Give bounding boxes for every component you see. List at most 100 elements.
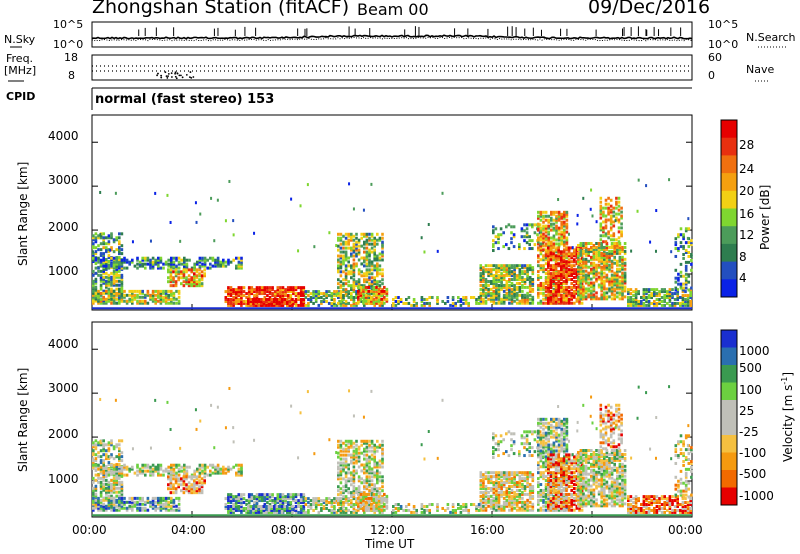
power-cell — [362, 301, 365, 305]
velocity-cell — [523, 479, 527, 483]
power-cell — [92, 242, 95, 246]
power-cell — [547, 291, 550, 295]
power-cell — [557, 291, 561, 295]
power-cell — [526, 291, 529, 295]
velocity-cell — [112, 490, 116, 494]
power-cell — [99, 254, 103, 258]
power-cell — [201, 264, 204, 268]
velocity-cell — [381, 465, 384, 469]
power-cell — [270, 299, 273, 303]
velocity-cell — [549, 461, 553, 465]
power-cell — [531, 225, 534, 229]
power-cell — [542, 210, 545, 214]
power-cell — [372, 299, 376, 303]
power-cell — [107, 287, 111, 291]
velocity-cell — [330, 499, 334, 503]
velocity-cell — [547, 479, 550, 483]
velocity-cell — [489, 500, 493, 504]
power-cell — [365, 270, 369, 274]
velocity-cell — [240, 510, 243, 514]
power-cell — [352, 296, 356, 300]
velocity-cell — [170, 506, 173, 510]
power-cell — [560, 262, 563, 266]
velocity-cell — [342, 477, 345, 481]
power-cell — [362, 295, 365, 299]
power-cell — [552, 264, 555, 268]
power-cell — [368, 264, 371, 268]
velocity-cell — [167, 475, 170, 479]
power-cell — [513, 299, 516, 303]
power-cell — [523, 266, 527, 270]
velocity-cell — [537, 447, 540, 451]
power-cell — [528, 264, 532, 268]
power-cell — [294, 299, 298, 303]
velocity-cell — [97, 506, 100, 510]
velocity-cell — [195, 491, 199, 495]
velocity-cell — [339, 469, 343, 473]
power-cell — [265, 303, 268, 307]
power-cell — [299, 303, 303, 307]
velocity-cell — [118, 463, 121, 467]
power-cell — [500, 264, 503, 268]
power-cell — [102, 238, 105, 242]
velocity-cell — [539, 457, 543, 461]
velocity-cell — [549, 475, 553, 479]
power-cell — [378, 252, 382, 256]
power-cell — [273, 297, 276, 301]
power-cell — [563, 214, 566, 218]
velocity-cell — [337, 475, 340, 479]
velocity-cell — [201, 469, 204, 473]
power-cell — [557, 238, 561, 242]
velocity-cell — [552, 417, 556, 421]
velocity-cell — [115, 478, 118, 482]
power-cell — [549, 272, 553, 276]
velocity-cell — [292, 499, 295, 503]
velocity-cell — [537, 429, 540, 433]
power-cell — [373, 282, 376, 286]
power-cell — [352, 299, 356, 303]
velocity-cell — [542, 465, 545, 469]
power-cell — [347, 264, 350, 268]
velocity-cell — [489, 479, 493, 483]
power-cell — [479, 278, 483, 282]
power-cell — [99, 285, 103, 289]
velocity-cell — [552, 465, 556, 469]
power-cell — [372, 287, 376, 291]
velocity-cell — [180, 483, 183, 487]
power-cell — [99, 279, 103, 283]
velocity-cell — [539, 490, 543, 494]
velocity-cell — [154, 496, 157, 500]
power-cell — [136, 262, 139, 266]
power-cell — [547, 289, 550, 293]
velocity-cell — [257, 504, 260, 508]
velocity-cell — [487, 496, 490, 500]
velocity-cell — [537, 445, 540, 449]
power-cell — [368, 254, 371, 258]
power-cell — [247, 294, 251, 298]
power-cell — [240, 286, 243, 290]
velocity-cell — [542, 435, 545, 439]
power-cell — [528, 239, 531, 243]
velocity-cell — [370, 506, 373, 510]
power-cell — [552, 272, 555, 276]
velocity-cell — [357, 502, 360, 506]
velocity-cell — [542, 451, 545, 455]
power-cell — [350, 246, 353, 250]
velocity-cell — [355, 471, 358, 475]
velocity-cell — [115, 469, 118, 473]
velocity-cell — [242, 501, 246, 505]
velocity-cell — [352, 497, 356, 501]
velocity-cell — [258, 499, 261, 503]
velocity-cell — [355, 453, 358, 457]
velocity-cell — [309, 503, 313, 507]
power-cell — [167, 270, 170, 274]
velocity-cell — [99, 508, 103, 512]
power-cell — [123, 299, 126, 303]
velocity-cell — [337, 499, 340, 503]
velocity-cell — [492, 475, 496, 479]
velocity-cell — [110, 465, 113, 469]
velocity-cell — [193, 471, 196, 475]
velocity-cell — [385, 496, 389, 500]
freq-dip-point — [178, 74, 181, 77]
power-cell — [312, 294, 315, 298]
